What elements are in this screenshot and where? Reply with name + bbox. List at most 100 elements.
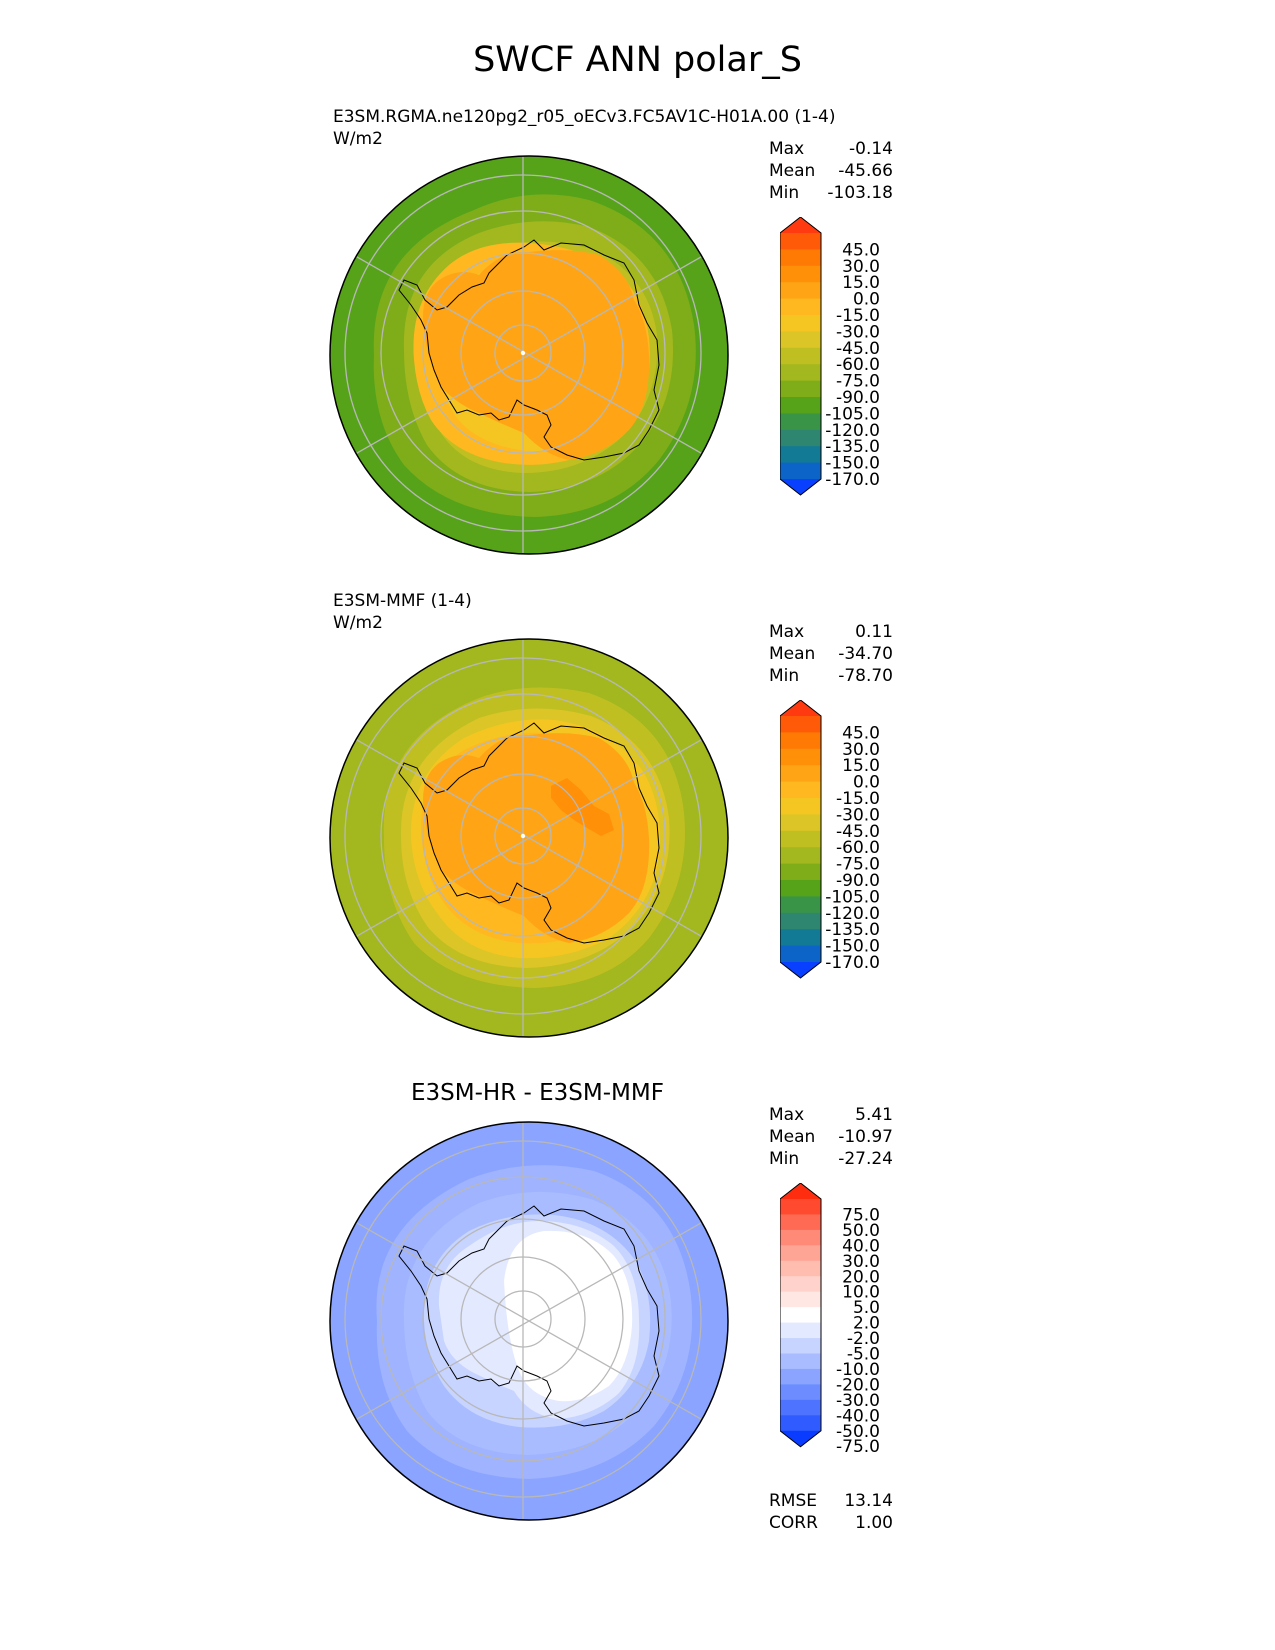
panel-1-units: W/m2 xyxy=(333,129,383,149)
panel-2-units: W/m2 xyxy=(333,613,383,633)
colorbar-tick-label: -170.0 xyxy=(825,470,880,490)
colorbar-1: 45.030.015.00.0-15.0-30.0-45.0-60.0-75.0… xyxy=(780,217,880,496)
colorbar-tick-label: 40.0 xyxy=(842,1236,880,1256)
stat-label: Max xyxy=(769,622,805,642)
colorbar-tick-label: -150.0 xyxy=(825,937,880,957)
colorbar-bottom-arrow xyxy=(780,1430,821,1447)
colorbar-tick-label: -75.0 xyxy=(836,372,880,392)
colorbar-tick-label: -135.0 xyxy=(825,437,880,457)
stat-value: -34.70 xyxy=(838,644,893,664)
colorbar-segment xyxy=(780,429,821,447)
colorbar-segment xyxy=(780,1260,821,1277)
stat-label: Max xyxy=(769,139,805,159)
colorbar-tick-label: 0.0 xyxy=(853,773,880,793)
colorbar-segment xyxy=(780,929,821,947)
colorbar-segment xyxy=(780,446,821,464)
stat-label: Max xyxy=(769,1105,805,1125)
metric-label: CORR xyxy=(769,1513,818,1533)
pole-marker xyxy=(520,833,526,839)
colorbar-segment xyxy=(780,1199,821,1216)
colorbar-tick-label: -50.0 xyxy=(836,1422,880,1442)
colorbar-tick-label: -5.0 xyxy=(847,1345,880,1365)
colorbar-tick-label: 75.0 xyxy=(842,1205,880,1225)
colorbar-segment xyxy=(780,1322,821,1339)
colorbar-segment xyxy=(780,1245,821,1262)
colorbar-3: 75.050.040.030.020.010.05.02.0-2.0-5.0-1… xyxy=(780,1183,880,1457)
colorbar-tick-label: -45.0 xyxy=(836,822,880,842)
colorbar-segment xyxy=(780,896,821,914)
colorbar-outline xyxy=(780,700,822,979)
colorbar-tick-label: -45.0 xyxy=(836,339,880,359)
colorbar-segment xyxy=(780,397,821,414)
colorbar-2: 45.030.015.00.0-15.0-30.0-45.0-60.0-75.0… xyxy=(780,700,880,979)
stat-value: 0.11 xyxy=(855,622,893,642)
colorbar-tick-label: 45.0 xyxy=(842,240,880,260)
stat-value: -0.14 xyxy=(849,139,893,159)
colorbar-segment xyxy=(780,233,821,250)
map-fill xyxy=(423,250,650,460)
colorbar-tick-label: -60.0 xyxy=(836,355,880,375)
colorbar-segment xyxy=(780,462,821,480)
panel-2-stats: Max 0.11 Mean -34.70 Min -78.70 xyxy=(769,621,893,687)
stat-label: Mean xyxy=(769,1127,816,1147)
metric-value: 13.14 xyxy=(844,1491,893,1511)
colorbar-tick-label: -75.0 xyxy=(836,855,880,875)
colorbar-tick-label: -90.0 xyxy=(836,871,880,891)
map-fill xyxy=(423,733,650,943)
map-fill xyxy=(504,1230,633,1402)
colorbar-tick-label: -150.0 xyxy=(825,454,880,474)
colorbar-outline xyxy=(780,217,822,496)
colorbar-tick-label: -135.0 xyxy=(825,920,880,940)
graticule xyxy=(330,639,728,1037)
colorbar-tick-label: -10.0 xyxy=(836,1360,880,1380)
colorbar-segment xyxy=(780,945,821,963)
colorbar-segment xyxy=(780,732,821,750)
colorbar-tick-label: 2.0 xyxy=(853,1314,880,1334)
graticule xyxy=(330,1122,728,1520)
colorbar-segment xyxy=(780,830,821,848)
colorbar-segment xyxy=(780,847,821,865)
colorbar-segment xyxy=(780,1229,821,1246)
stat-value: 5.41 xyxy=(855,1105,893,1125)
metric-value: 1.00 xyxy=(855,1513,893,1533)
colorbar-top-arrow xyxy=(780,700,821,716)
colorbar-tick-label: -170.0 xyxy=(825,953,880,973)
panel-2-title: E3SM-MMF (1-4) xyxy=(333,591,472,611)
polar-map-2 xyxy=(329,638,729,1038)
polar-map-3 xyxy=(329,1121,729,1521)
colorbar-top-arrow xyxy=(780,217,821,233)
colorbar-tick-label: 15.0 xyxy=(842,756,880,776)
colorbar-top-arrow xyxy=(780,1183,821,1199)
colorbar-segment xyxy=(780,1307,821,1324)
colorbar-segment xyxy=(780,1338,821,1355)
colorbar-segment xyxy=(780,347,821,365)
colorbar-segment xyxy=(780,716,821,733)
colorbar-tick-label: -60.0 xyxy=(836,838,880,858)
colorbar-tick-label: -30.0 xyxy=(836,322,880,342)
colorbar-segment xyxy=(780,413,821,431)
polar-map-1 xyxy=(329,155,729,555)
colorbar-segment xyxy=(780,315,821,332)
colorbar-segment xyxy=(780,1415,821,1432)
colorbar-segment xyxy=(780,748,821,766)
colorbar-tick-label: -15.0 xyxy=(836,789,880,809)
colorbar-tick-label: 15.0 xyxy=(842,273,880,293)
stat-value: -78.70 xyxy=(838,666,893,686)
colorbar-segment xyxy=(780,265,821,283)
panel-1-title: E3SM.RGMA.ne120pg2_r05_oECv3.FC5AV1C-H01… xyxy=(333,107,836,127)
colorbar-tick-label: 30.0 xyxy=(842,1252,880,1272)
stat-label: Min xyxy=(769,666,800,686)
panel-1-stats: Max -0.14 Mean -45.66 Min -103.18 xyxy=(769,138,893,204)
colorbar-tick-label: 30.0 xyxy=(842,257,880,277)
map-border xyxy=(329,155,729,555)
colorbar-segment xyxy=(780,1384,821,1401)
stat-value: -10.97 xyxy=(838,1127,893,1147)
colorbar-tick-label: -20.0 xyxy=(836,1375,880,1395)
panel-3-title: E3SM-HR - E3SM-MMF xyxy=(411,1080,664,1106)
colorbar-tick-label: -30.0 xyxy=(836,1391,880,1411)
colorbar-tick-label: -105.0 xyxy=(825,887,880,907)
colorbar-segment xyxy=(780,249,821,267)
colorbar-segment xyxy=(780,1353,821,1370)
colorbar-segment xyxy=(780,1291,821,1308)
colorbar-tick-label: -15.0 xyxy=(836,306,880,326)
